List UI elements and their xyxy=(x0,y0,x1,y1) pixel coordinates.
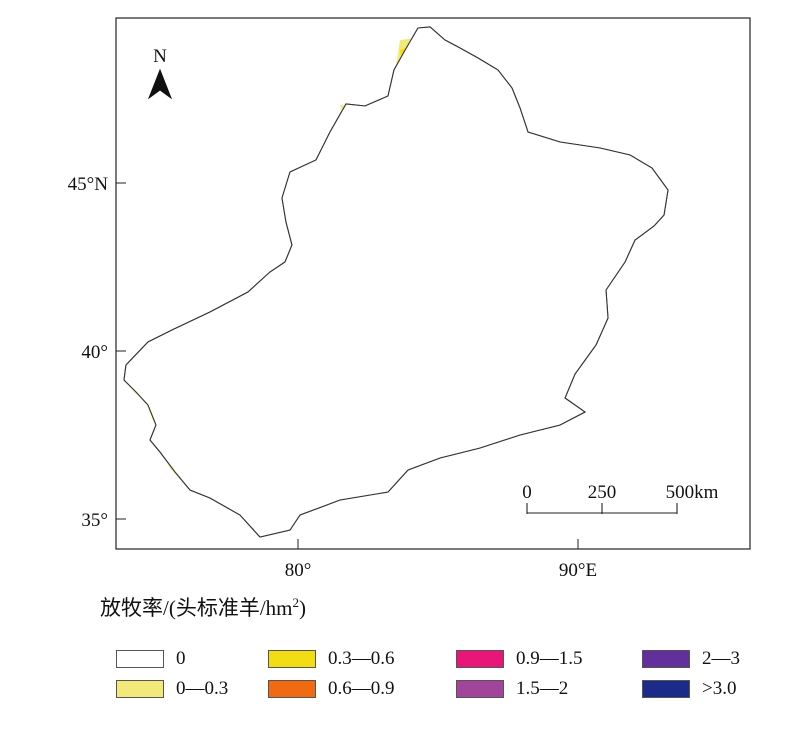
scale-label-500km: 500km xyxy=(666,482,719,503)
legend-title-superscript: 2 xyxy=(292,595,300,610)
legend-title: 放牧率/(头标准羊/hm2) xyxy=(100,592,306,622)
scale-bar: 0 250 500km xyxy=(522,482,719,514)
legend-item-3: 0.6—0.9 xyxy=(268,678,395,700)
legend-title-main: 放牧率/(头标准羊/hm xyxy=(100,596,293,620)
legend-swatch-4 xyxy=(456,650,504,668)
lat-label-45: 45°N xyxy=(68,174,109,195)
legend-swatch-6 xyxy=(642,650,690,668)
lon-label-80: 80° xyxy=(285,560,312,581)
legend-item-6: 2—3 xyxy=(642,648,740,670)
legend-label-1: 0—0.3 xyxy=(176,678,229,699)
legend-swatch-1 xyxy=(116,680,164,698)
scale-label-0: 0 xyxy=(522,482,532,503)
legend-item-2: 0.3—0.6 xyxy=(268,648,395,670)
lat-label-35: 35° xyxy=(81,510,108,531)
legend-item-4: 0.9—1.5 xyxy=(456,648,583,670)
lon-label-90: 90°E xyxy=(559,560,597,581)
legend-swatch-2 xyxy=(268,650,316,668)
legend-item-0: 0 xyxy=(116,648,186,670)
legend-item-5: 1.5—2 xyxy=(456,678,568,700)
legend-item-7: >3.0 xyxy=(642,678,736,700)
north-arrow-icon: N xyxy=(147,46,173,100)
legend-label-0: 0 xyxy=(176,648,186,669)
north-arrow-label: N xyxy=(153,46,167,67)
legend-label-3: 0.6—0.9 xyxy=(328,678,395,699)
scale-label-250: 250 xyxy=(588,482,617,503)
legend-title-tail: ) xyxy=(299,596,306,620)
legend-label-7: >3.0 xyxy=(702,678,737,699)
lat-label-40: 40° xyxy=(81,342,108,363)
legend-swatch-5 xyxy=(456,680,504,698)
legend-label-2: 0.3—0.6 xyxy=(328,648,395,669)
legend-swatch-7 xyxy=(642,680,690,698)
legend-label-6: 2—3 xyxy=(702,648,740,669)
legend-label-5: 1.5—2 xyxy=(516,678,569,699)
legend-item-1: 0—0.3 xyxy=(116,678,228,700)
legend-label-4: 0.9—1.5 xyxy=(516,648,583,669)
legend-swatch-3 xyxy=(268,680,316,698)
legend-swatch-0 xyxy=(116,650,164,668)
